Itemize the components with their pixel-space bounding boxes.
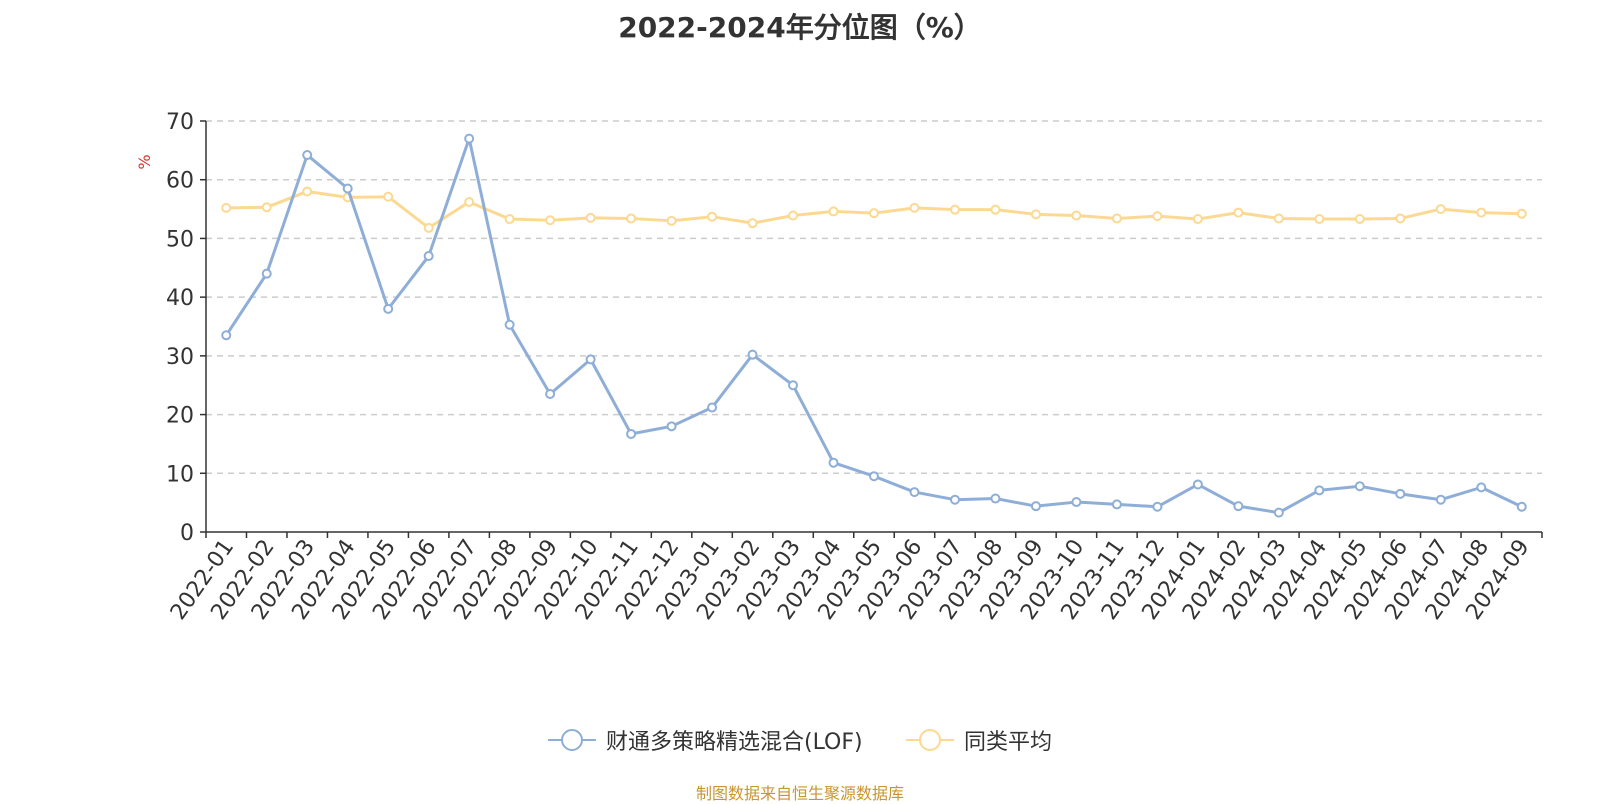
data-point[interactable] bbox=[626, 428, 637, 439]
y-tick-label: 40 bbox=[166, 286, 194, 311]
legend-peer-marker-icon bbox=[906, 729, 954, 751]
data-point[interactable] bbox=[1233, 207, 1244, 218]
data-point[interactable] bbox=[383, 191, 394, 202]
series-line-0 bbox=[224, 137, 1523, 515]
data-point[interactable] bbox=[909, 202, 920, 213]
data-point[interactable] bbox=[747, 218, 758, 229]
data-point[interactable] bbox=[504, 214, 515, 225]
data-point[interactable] bbox=[221, 330, 232, 341]
data-point[interactable] bbox=[1395, 213, 1406, 224]
legend-label-peer-average: 同类平均 bbox=[964, 730, 1053, 755]
data-point[interactable] bbox=[1354, 481, 1365, 492]
data-point[interactable] bbox=[545, 389, 556, 400]
data-point[interactable] bbox=[585, 354, 596, 365]
data-point[interactable] bbox=[1233, 501, 1244, 512]
data-point[interactable] bbox=[383, 303, 394, 314]
data-point[interactable] bbox=[261, 202, 272, 213]
data-point[interactable] bbox=[1071, 210, 1082, 221]
data-point[interactable] bbox=[828, 457, 839, 468]
data-point[interactable] bbox=[666, 215, 677, 226]
data-point[interactable] bbox=[990, 204, 1001, 215]
data-point[interactable] bbox=[1476, 482, 1487, 493]
data-point[interactable] bbox=[1435, 204, 1446, 215]
data-point[interactable] bbox=[626, 213, 637, 224]
data-point[interactable] bbox=[1152, 501, 1163, 512]
data-point[interactable] bbox=[869, 471, 879, 482]
legend-item-peer-average[interactable]: 同类平均 bbox=[906, 724, 1052, 756]
data-point[interactable] bbox=[261, 268, 272, 279]
data-point[interactable] bbox=[1273, 507, 1284, 518]
data-point[interactable] bbox=[504, 319, 515, 330]
data-point[interactable] bbox=[1030, 209, 1041, 220]
data-point[interactable] bbox=[1111, 213, 1122, 224]
data-point[interactable] bbox=[1395, 488, 1406, 499]
legend-fund-marker-icon bbox=[548, 729, 596, 751]
data-point[interactable] bbox=[666, 421, 677, 432]
data-point[interactable] bbox=[1152, 211, 1163, 222]
data-point[interactable] bbox=[949, 204, 960, 215]
data-point[interactable] bbox=[545, 215, 556, 226]
y-tick-label: 60 bbox=[166, 169, 194, 194]
y-tick-label: 50 bbox=[166, 227, 194, 252]
y-tick-label: 30 bbox=[166, 345, 194, 370]
data-point[interactable] bbox=[828, 206, 839, 217]
data-point[interactable] bbox=[909, 487, 920, 498]
series-lines bbox=[221, 133, 1527, 518]
data-point[interactable] bbox=[464, 133, 475, 144]
data-point[interactable] bbox=[990, 493, 1001, 504]
data-point[interactable] bbox=[1354, 214, 1365, 225]
data-point[interactable] bbox=[1476, 207, 1487, 218]
data-point[interactable] bbox=[788, 380, 799, 391]
data-point[interactable] bbox=[1516, 501, 1527, 512]
data-point[interactable] bbox=[221, 202, 232, 213]
data-point[interactable] bbox=[585, 212, 596, 223]
data-point[interactable] bbox=[1516, 208, 1527, 219]
data-point[interactable] bbox=[1273, 213, 1284, 224]
data-point[interactable] bbox=[302, 186, 313, 197]
legend-item-fund[interactable]: 财通多策略精选混合(LOF) bbox=[548, 724, 863, 756]
data-point[interactable] bbox=[1192, 214, 1203, 225]
data-point[interactable] bbox=[707, 402, 718, 413]
data-point[interactable] bbox=[949, 494, 960, 505]
data-point[interactable] bbox=[1192, 479, 1203, 490]
data-point[interactable] bbox=[1071, 497, 1082, 508]
grid-lines bbox=[206, 120, 1542, 475]
y-tick-label: 20 bbox=[166, 404, 194, 429]
data-point[interactable] bbox=[1314, 214, 1325, 225]
data-point[interactable] bbox=[788, 210, 799, 221]
data-point[interactable] bbox=[1030, 501, 1041, 512]
legend-label-fund: 财通多策略精选混合(LOF) bbox=[606, 730, 863, 755]
data-point[interactable] bbox=[464, 197, 475, 208]
y-tick-label: 10 bbox=[166, 462, 194, 487]
data-point[interactable] bbox=[423, 251, 434, 262]
data-point[interactable] bbox=[707, 211, 718, 222]
data-point[interactable] bbox=[1435, 494, 1446, 505]
data-point[interactable] bbox=[747, 349, 758, 360]
y-tick-label: 0 bbox=[180, 521, 194, 546]
data-point[interactable] bbox=[342, 183, 353, 194]
data-point[interactable] bbox=[1314, 485, 1325, 496]
y-tick-label: 70 bbox=[166, 110, 194, 135]
data-point[interactable] bbox=[1111, 499, 1122, 510]
axes: 0102030405060702022-012022-022022-032022… bbox=[166, 110, 1543, 625]
source-note: 制图数据来自恒生聚源数据库 bbox=[695, 784, 904, 803]
y-axis-label: % bbox=[135, 154, 154, 169]
data-point[interactable] bbox=[302, 150, 313, 161]
data-point[interactable] bbox=[423, 222, 434, 233]
chart-title: 2022-2024年分位图（%） bbox=[618, 11, 982, 44]
data-point[interactable] bbox=[869, 208, 879, 219]
